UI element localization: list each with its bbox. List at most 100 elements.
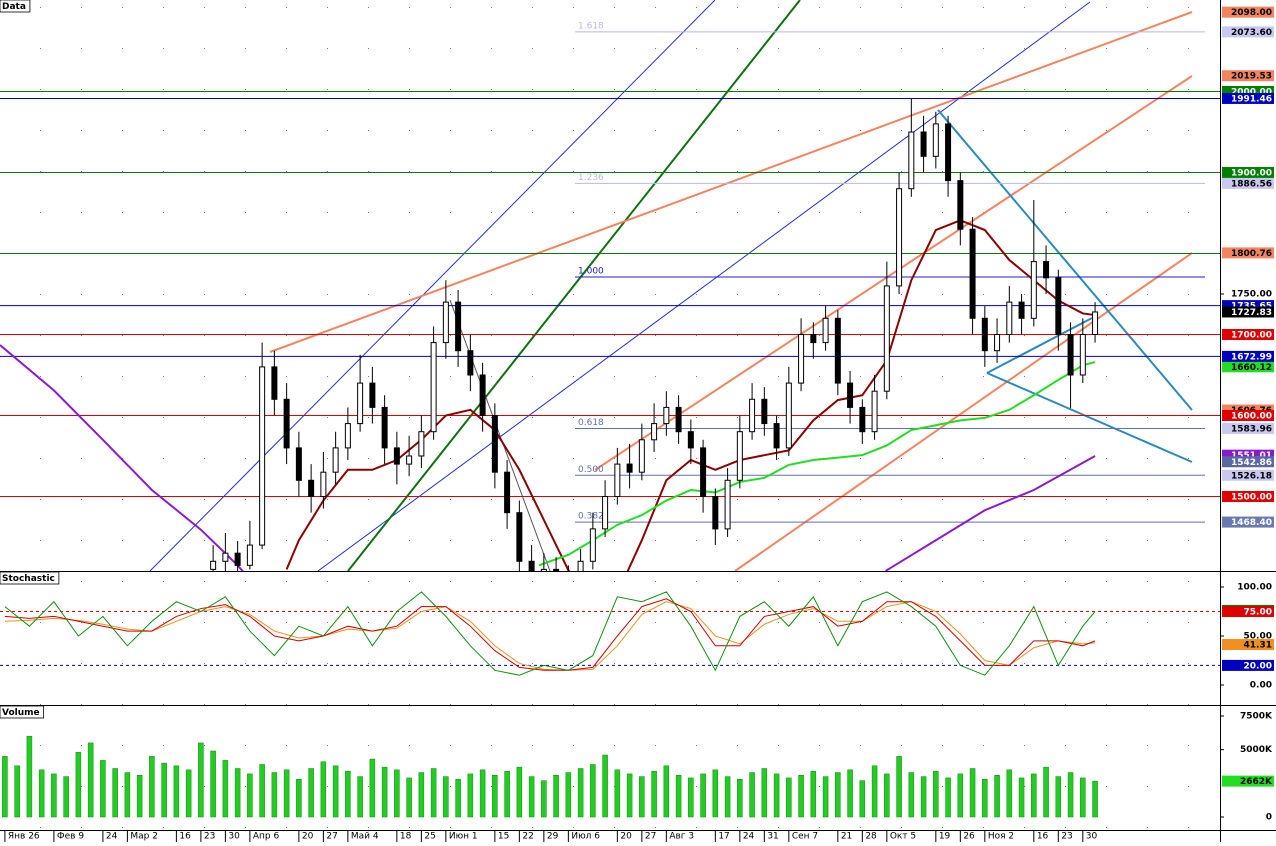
trend-line — [347, 0, 801, 571]
volume-bar — [626, 773, 633, 818]
x-tick-label: 31 — [767, 832, 778, 842]
volume-bar — [1006, 769, 1013, 818]
candle-body — [271, 366, 278, 400]
volume-bar — [871, 765, 878, 818]
volume-bar — [2, 756, 8, 818]
volume-bar — [418, 772, 425, 818]
trend-line — [149, 0, 716, 571]
candle-body — [1055, 277, 1062, 336]
trend-line — [937, 109, 1193, 411]
price-badge-label: 1672.99 — [1231, 352, 1272, 362]
volume-bar — [859, 780, 866, 818]
volume-bar — [136, 774, 143, 818]
candle-body — [687, 431, 694, 449]
candle-body — [1006, 301, 1013, 336]
volume-bar — [969, 768, 976, 818]
volume-bar — [1043, 766, 1049, 818]
pane: 1.618 1.236 1.000 0.618 0.500 0.382 — [0, 21, 1220, 571]
volume-bar — [14, 765, 20, 818]
candle-body — [883, 285, 890, 392]
volume-bar — [271, 772, 278, 818]
price-badge-label: 1583.96 — [1231, 424, 1272, 434]
price-badge — [1222, 361, 1274, 373]
volume-bar — [516, 766, 523, 818]
x-tick-label: Май 4 — [351, 832, 379, 842]
volume-bar — [87, 742, 94, 818]
price-badge-label: 1700.00 — [1231, 331, 1272, 341]
volume-bar — [369, 758, 376, 818]
price-badge — [1222, 456, 1274, 468]
volume-bar — [443, 776, 449, 818]
volume-bar — [577, 768, 584, 818]
volume-bar — [639, 776, 645, 818]
candle-body — [969, 228, 976, 319]
volume-bar — [724, 776, 731, 818]
candle-body — [822, 317, 829, 344]
volume-bar — [51, 773, 57, 818]
candle-body — [981, 317, 988, 352]
volume-bar — [737, 779, 743, 818]
volume-bar — [541, 780, 547, 818]
pane-title-box — [0, 571, 60, 585]
x-tick-label: Сен 7 — [792, 832, 818, 842]
volume-bar — [26, 735, 33, 818]
candle-body — [945, 123, 952, 182]
price-badge — [1222, 775, 1274, 787]
candle-body — [246, 544, 253, 566]
volume-bar — [381, 766, 388, 818]
fib-label: 0.618 — [578, 418, 604, 428]
candle-body — [1018, 301, 1025, 319]
volume-bar — [467, 773, 474, 818]
x-tick-label: 21 — [841, 832, 852, 842]
volume-bar — [1080, 777, 1086, 818]
volume-bar — [332, 765, 339, 818]
candle-body — [798, 334, 805, 384]
volume-bar — [492, 774, 498, 818]
candle-body — [491, 414, 498, 473]
candle-body — [540, 568, 547, 571]
price-badge — [1222, 469, 1274, 481]
volume-bar — [957, 773, 964, 818]
price-badge — [1222, 490, 1274, 502]
x-tick-label: 26 — [963, 832, 975, 842]
price-badge — [1222, 177, 1274, 189]
price-badge-label: 75.00 — [1244, 607, 1272, 617]
volume-bar — [198, 742, 204, 818]
candle-body — [957, 180, 964, 230]
candle-body — [847, 382, 854, 408]
price-badge-label: 1800.76 — [1231, 249, 1272, 259]
pane-title-box — [0, 0, 31, 13]
price-badge — [1222, 659, 1274, 671]
volume-bar — [810, 770, 817, 818]
candle-body — [430, 342, 437, 433]
candle-body — [369, 382, 376, 408]
y-tick-label: 5000K — [1240, 745, 1273, 755]
x-tick-label: 27 — [645, 832, 656, 842]
fib-label: 1.000 — [578, 266, 604, 276]
volume-bar — [112, 768, 118, 818]
price-badge — [1222, 422, 1274, 434]
price-badge-label: 1526.18 — [1231, 471, 1272, 481]
volume-bar — [663, 765, 670, 818]
x-tick-label: 17 — [718, 832, 729, 842]
price-badge — [1222, 639, 1274, 651]
candle-body — [442, 301, 449, 344]
candle-body — [712, 495, 719, 530]
candle-body — [406, 455, 413, 465]
volume-bar — [884, 773, 890, 818]
candle-body — [834, 317, 841, 384]
pane-title: Stochastic — [2, 574, 55, 584]
volume-bar — [896, 756, 902, 818]
candle-body — [308, 479, 315, 497]
x-tick-label: 18 — [400, 832, 412, 842]
candle-body — [1067, 334, 1074, 376]
pane-title-box — [0, 705, 45, 719]
price-badge-label: 1600.00 — [1231, 411, 1272, 421]
volume-bar — [994, 774, 1000, 818]
candle-body — [859, 406, 866, 433]
candle-body — [761, 398, 768, 425]
volume-bar — [945, 777, 951, 818]
candle-body — [994, 334, 1001, 352]
trend-line — [986, 372, 1193, 463]
price-badge — [1222, 409, 1274, 421]
